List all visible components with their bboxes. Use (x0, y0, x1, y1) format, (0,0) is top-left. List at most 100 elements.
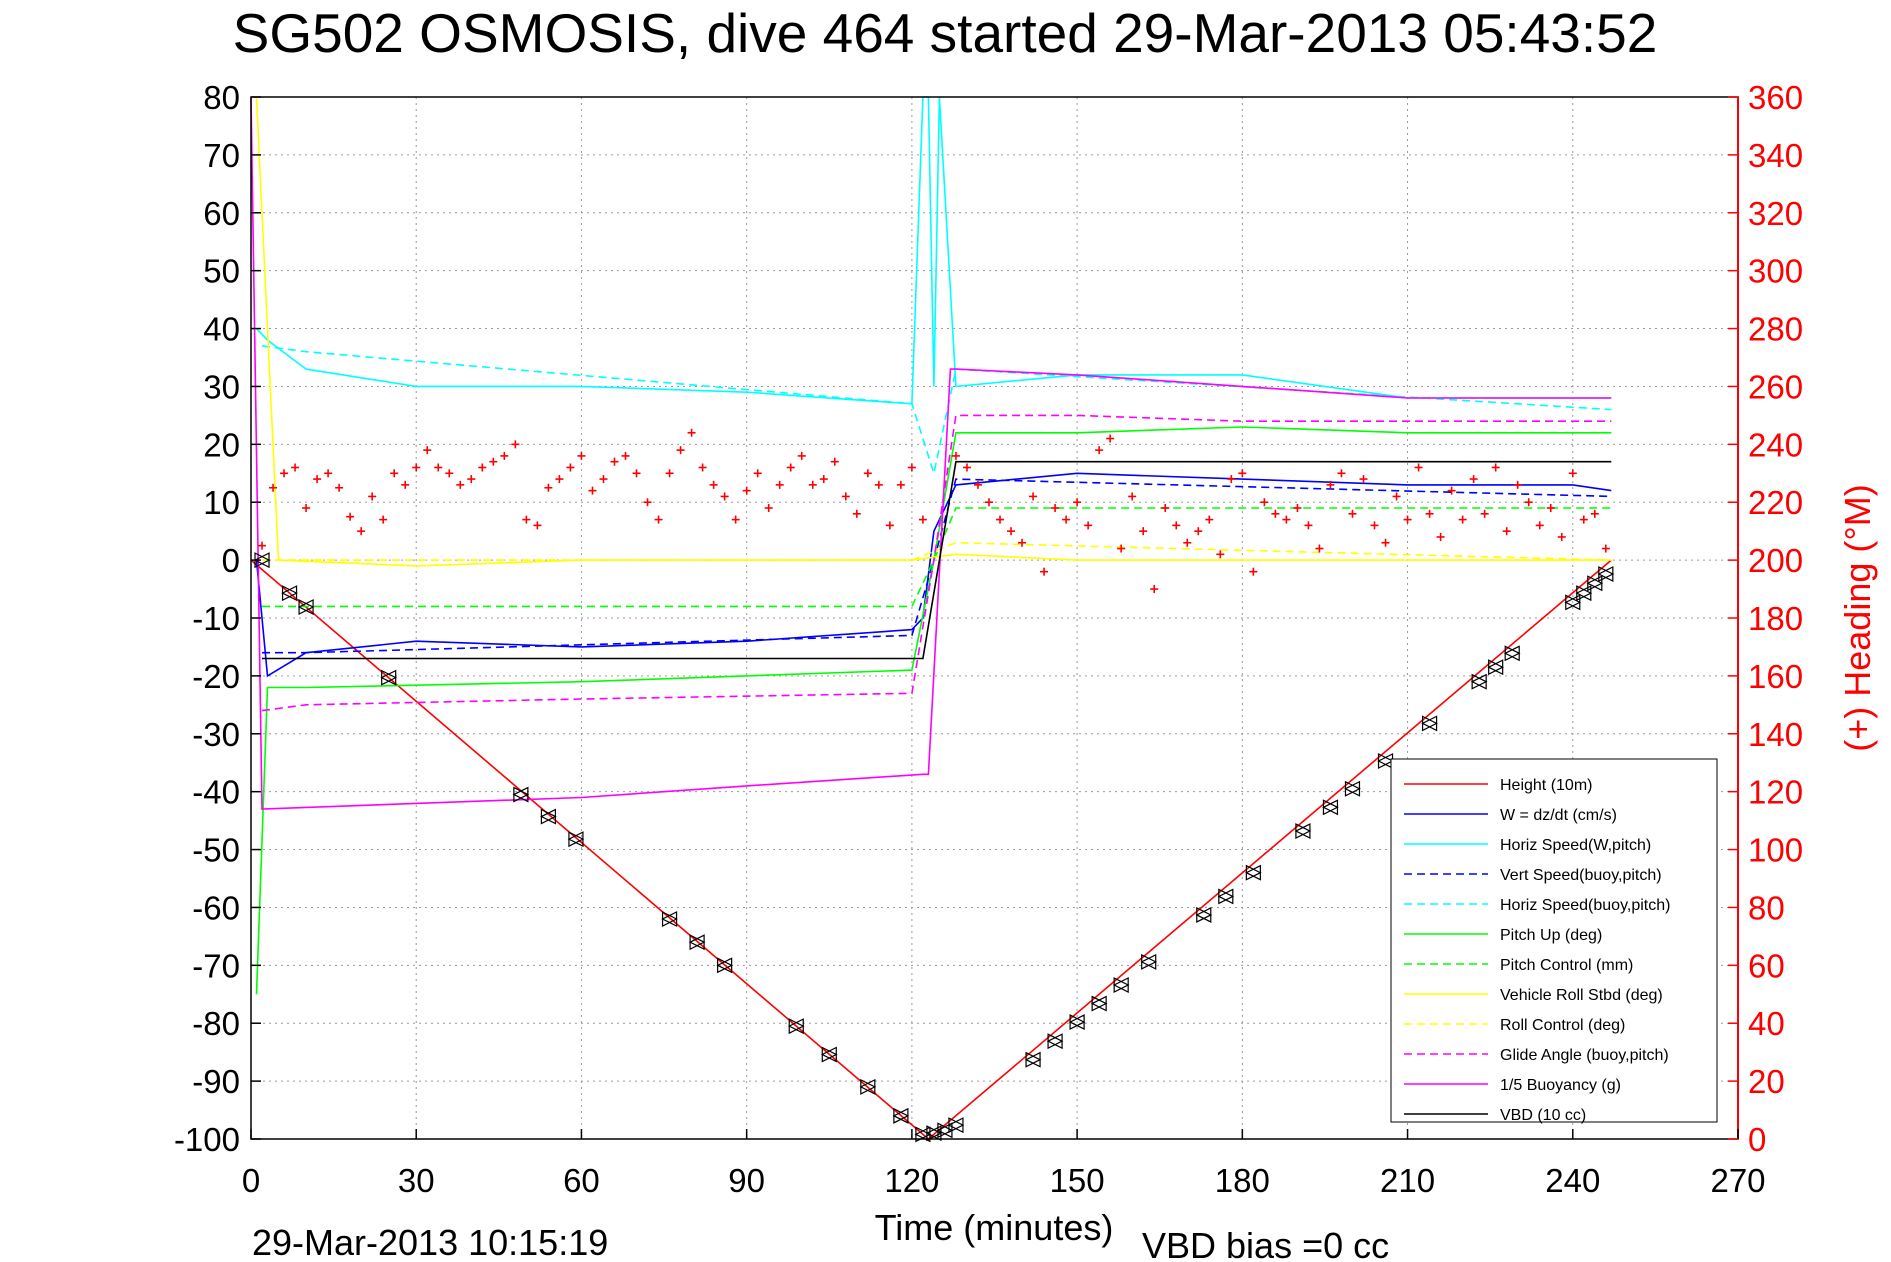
y-tick-label: 30 (203, 368, 240, 405)
heading-point (1040, 567, 1049, 576)
legend: Height (10m) W = dz/dt (cm/s) Horiz Speed(… (1390, 758, 1718, 1124)
height-marker (859, 1078, 877, 1095)
height-marker (512, 786, 530, 803)
heading-point (456, 480, 465, 489)
y-tick-label: 50 (203, 253, 240, 290)
legend-label: Height (10m) (1500, 777, 1592, 794)
heading-point (984, 498, 993, 507)
y-right-tick-label: 200 (1748, 542, 1803, 579)
heading-point (918, 515, 927, 524)
y-tick-label: -30 (192, 716, 240, 753)
height-marker (1195, 906, 1213, 923)
y-right-tick-label: 320 (1748, 195, 1803, 232)
y-right-tick-label: 40 (1748, 1005, 1785, 1042)
height-marker (1140, 953, 1158, 970)
heading-point (1579, 515, 1588, 524)
heading-point (335, 483, 344, 492)
heading-point (1194, 527, 1203, 536)
y-tick-label: -40 (192, 774, 240, 811)
legend-label: Pitch Up (deg) (1500, 927, 1602, 944)
heading-point (1029, 492, 1038, 501)
heading-point (1359, 475, 1368, 484)
heading-point (819, 475, 828, 484)
heading-point (1601, 544, 1610, 553)
heading-point (1447, 486, 1456, 495)
legend-label: Pitch Control (mm) (1500, 957, 1633, 974)
height-marker (820, 1046, 838, 1063)
x-tick-label: 240 (1545, 1162, 1600, 1199)
heading-point (445, 469, 454, 478)
heading-point (1524, 498, 1533, 507)
heading-point (346, 512, 355, 521)
heading-point (1062, 515, 1071, 524)
heading-point (852, 509, 861, 518)
x-tick-label: 30 (398, 1162, 435, 1199)
heading-point (1414, 463, 1423, 472)
height-marker (1575, 585, 1593, 602)
y-tick-label: -100 (174, 1121, 240, 1158)
heading-point (1293, 504, 1302, 513)
height-marker (1487, 659, 1505, 676)
height-marker (661, 911, 678, 927)
heading-point (643, 498, 652, 507)
height-marker (567, 831, 585, 848)
height-marker (1024, 1051, 1042, 1068)
y-tick-label: -10 (192, 600, 240, 637)
heading-point (1535, 521, 1544, 530)
heading-point (1557, 532, 1566, 541)
heading-point (731, 515, 740, 524)
heading-point (1183, 538, 1192, 547)
legend-label: VBD (10 cc) (1500, 1107, 1586, 1124)
heading-point (467, 475, 476, 484)
y-tick-label: 20 (203, 426, 240, 463)
heading-point (1007, 527, 1016, 536)
heading-point (1139, 527, 1148, 536)
heading-point (951, 451, 960, 460)
y-tick-label: 80 (203, 79, 240, 116)
heading-point (1370, 521, 1379, 530)
heading-point (1381, 538, 1390, 547)
heading-point (1337, 469, 1346, 478)
heading-point (1084, 521, 1093, 530)
y-tick-label: -20 (192, 658, 240, 695)
heading-point (511, 440, 520, 449)
heading-point (577, 451, 586, 460)
heading-point (874, 480, 883, 489)
y-tick-label: 70 (203, 137, 240, 174)
y-tick-label: -70 (192, 947, 240, 984)
height-marker (947, 1117, 965, 1134)
heading-point (566, 463, 575, 472)
height-marker (1586, 575, 1604, 592)
heading-point (1249, 567, 1258, 576)
series-line-9 (261, 414, 1612, 712)
heading-point (1271, 509, 1280, 518)
height-marker (380, 669, 398, 686)
heading-point (1227, 475, 1236, 484)
y-right-tick-label: 260 (1748, 368, 1803, 405)
height-marker (1503, 645, 1521, 662)
heading-point (478, 463, 487, 472)
y-right-tick-label: 340 (1748, 137, 1803, 174)
heading-point (522, 515, 531, 524)
y-right-tick-label: 100 (1748, 832, 1803, 869)
height-marker (297, 599, 315, 615)
heading-point (390, 469, 399, 478)
legend-label: Horiz Speed(W,pitch) (1500, 837, 1651, 854)
height-marker (540, 808, 557, 825)
heading-point (1502, 527, 1511, 536)
heading-point (1051, 504, 1060, 513)
y-axis-right: 3603403203002802602402202001801601401201… (1728, 79, 1803, 1158)
y-right-tick-label: 20 (1748, 1063, 1785, 1100)
height-marker (1294, 823, 1312, 840)
y-right-tick-label: 160 (1748, 658, 1803, 695)
x-tick-label: 120 (884, 1162, 939, 1199)
chart-title: SG502 OSMOSIS, dive 464 started 29-Mar-2… (233, 2, 1658, 64)
height-marker (1245, 864, 1262, 881)
heading-point (742, 486, 751, 495)
heading-point (1315, 544, 1324, 553)
heading-point (610, 457, 619, 466)
heading-point (962, 463, 971, 472)
heading-point (500, 451, 509, 460)
footer-timestamp: 29-Mar-2013 10:15:19 (252, 1222, 608, 1262)
heading-point (280, 469, 289, 478)
